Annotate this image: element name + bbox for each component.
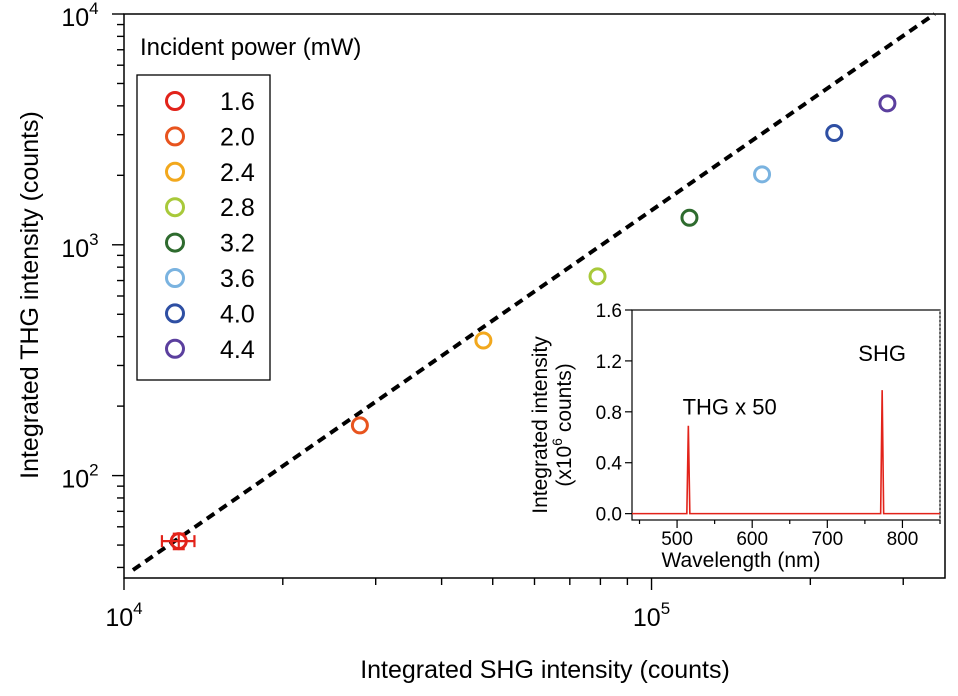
inset-chart: 500 600 700 800 0.0 0.4 0.8 1.2 1.6 THG x 50 SH… [529, 301, 941, 572]
legend-marker [165, 91, 185, 111]
x-tick-label: 104 [105, 599, 142, 632]
data-point-3.6 [753, 165, 772, 184]
y-tick-label: 102 [61, 461, 98, 494]
x-axis-label: Integrated SHG intensity (counts) [360, 656, 730, 684]
inset-x-tick-label: 700 [811, 529, 843, 550]
inset-plot-frame [631, 309, 941, 521]
inset-y-axis-label-line2: (x106 counts) [549, 363, 576, 486]
inset-y-tick-label: 0.8 [596, 403, 622, 424]
legend-label: 2.4 [220, 159, 255, 187]
inset-y-tick-label: 0.4 [596, 454, 623, 475]
inset-y-axis: 0.0 0.4 0.8 1.2 1.6 [596, 301, 632, 526]
inset-x-axis: 500 600 700 800 [638, 520, 941, 550]
fit-line [131, 12, 936, 572]
legend-title: Incident power (mW) [140, 34, 361, 61]
data-point-2.4 [474, 331, 493, 350]
main-y-axis: 102 103 104 [61, 0, 124, 569]
y-tick-label: 104 [61, 0, 98, 32]
x-tick-label: 105 [633, 599, 670, 632]
inset-y-tick-label: 1.6 [596, 301, 622, 322]
legend-marker [165, 303, 185, 324]
inset-x-tick-label: 800 [887, 529, 919, 550]
legend-marker [165, 338, 185, 359]
legend-marker [165, 232, 185, 253]
annotation-thg: THG x 50 [683, 394, 777, 419]
legend: Incident power (mW) 1.6 2.0 2.4 2.8 3.2 3.6 4.… [136, 34, 361, 381]
error-bars [160, 532, 196, 551]
y-axis-label: Integrated THG intensity (counts) [16, 111, 44, 479]
data-point-2.8 [588, 267, 607, 286]
inset-spectrum-line [632, 390, 940, 515]
legend-label: 3.2 [220, 230, 255, 258]
data-point-4.0 [825, 124, 844, 143]
legend-marker [165, 197, 185, 218]
inset-y-tick-label: 1.2 [596, 352, 622, 373]
data-points [169, 94, 897, 551]
legend-marker [165, 161, 185, 182]
legend-box [136, 74, 271, 381]
annotation-shg: SHG [858, 341, 906, 366]
inset-x-tick-label: 600 [736, 529, 768, 550]
data-point-1.6 [169, 532, 188, 551]
legend-label: 3.6 [220, 265, 255, 293]
legend-marker [165, 268, 185, 288]
y-tick-label: 103 [61, 230, 98, 263]
main-x-axis: 104 105 [105, 578, 904, 632]
data-point-2.0 [350, 416, 369, 435]
data-point-3.2 [680, 208, 699, 227]
data-point-4.4 [878, 94, 897, 113]
inset-x-tick-label: 500 [661, 529, 693, 550]
legend-label: 2.8 [220, 194, 255, 222]
legend-label: 2.0 [220, 123, 255, 151]
legend-label: 4.0 [220, 300, 255, 328]
legend-marker [165, 126, 185, 147]
inset-y-axis-label-line1: Integrated intensity [529, 336, 552, 514]
inset-x-axis-label: Wavelength (nm) [661, 549, 820, 572]
inset-y-tick-label: 0.0 [596, 505, 622, 526]
legend-label: 1.6 [220, 88, 255, 116]
legend-label: 4.4 [220, 336, 255, 364]
